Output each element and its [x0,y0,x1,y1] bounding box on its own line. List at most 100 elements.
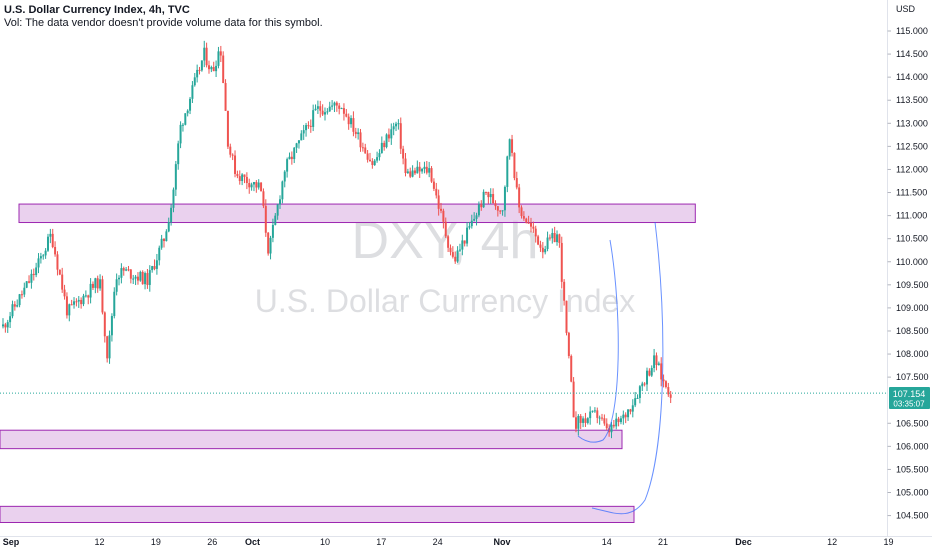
candle-body [61,274,64,290]
candle-body [551,232,554,239]
candle-body [32,273,35,276]
large-curve-drawing[interactable] [591,221,664,515]
candle-body [170,207,173,223]
candle-body [200,60,203,71]
candle-body [328,106,331,112]
candle-body [418,166,421,172]
candle-body [297,140,300,144]
candle-body [151,266,154,271]
candle-body [16,305,19,307]
price-axis[interactable]: USD 115.000 114.500 114.000 113.500 113.000 1… [887,4,929,521]
candle-body [395,123,398,127]
candle-body [25,281,28,288]
candle-body [669,394,672,398]
candle-body [224,83,227,111]
candle-body [136,276,139,281]
time-tick-label: 26 [207,537,217,547]
zone-rectangle[interactable] [0,505,635,523]
candle-body [437,195,440,209]
candle-body [184,113,187,125]
candle-body [276,204,279,216]
time-tick-label: 24 [433,537,443,547]
curve-drawings[interactable] [577,221,664,515]
candle-body [485,191,487,193]
time-axis[interactable]: Sep121926Oct101724Nov1421Dec121926 [3,537,932,547]
candle-body [501,210,504,212]
candle-body [558,234,561,243]
support-resistance-zones[interactable] [0,203,696,523]
candle-body [229,146,232,155]
price-tick-label: 111.000 [896,211,927,221]
time-tick-label: 19 [151,537,161,547]
candle-body [577,415,580,429]
candle-body [627,409,630,418]
candle-body [56,254,59,270]
candle-body [380,142,383,154]
last-price-badge [889,387,930,409]
candle-body [11,304,14,317]
candle-body [20,294,23,296]
price-tick-label: 113.500 [896,95,928,105]
zone-rectangle[interactable] [18,203,696,224]
candle-body [411,170,414,177]
candle-body [525,218,528,223]
candle-body [402,148,405,159]
candle-body [425,166,428,173]
candle-body [155,260,158,269]
candle-body [513,152,516,179]
last-price-value: 107.154 [893,389,926,399]
candle-body [326,111,329,113]
candle-body [73,301,76,305]
candle-body [527,222,530,224]
candle-body [487,192,490,198]
candle-body [30,273,33,283]
candle-body [245,176,248,184]
candle-body [458,249,461,251]
candle-body [489,194,492,198]
candle-body [634,398,637,406]
price-tick-label: 109.500 [896,280,929,290]
candle-body [392,126,395,130]
candle-body [279,199,282,205]
zone-rectangle[interactable] [0,429,623,450]
candle-body [250,184,253,188]
price-tick-label: 110.500 [896,234,928,244]
candle-body [366,153,369,160]
candle-body [186,110,189,114]
candle-body [430,168,433,182]
candle-body [522,216,525,219]
candle-body [662,379,665,382]
candle-body [664,381,667,388]
price-tick-label: 114.500 [896,49,928,59]
candle-body [163,238,165,242]
candle-body [165,231,168,242]
candle-body [624,414,627,418]
candle-body [480,204,483,208]
candle-body [295,143,298,148]
candle-body [2,324,4,327]
candle-body [120,268,123,278]
currency-label: USD [896,4,916,14]
candle-body [82,295,85,305]
candle-body [87,295,90,298]
candle-body [653,355,656,368]
time-tick-label: 19 [883,537,893,547]
candle-body [612,424,615,427]
candle-body [321,110,324,115]
candle-body [537,236,540,245]
candle-body [596,410,599,418]
candle-body [241,174,244,182]
price-tick-label: 106.500 [896,418,929,428]
candle-body [257,182,260,188]
small-curve-drawing[interactable] [577,239,619,443]
candle-body [324,112,326,115]
candle-body [160,238,163,248]
candle-body [494,203,497,207]
candle-body [144,273,147,285]
candle-body [601,417,604,419]
candle-body [44,250,47,256]
time-tick-label: 21 [658,537,668,547]
candle-body [518,187,521,208]
candle-body [444,221,447,237]
